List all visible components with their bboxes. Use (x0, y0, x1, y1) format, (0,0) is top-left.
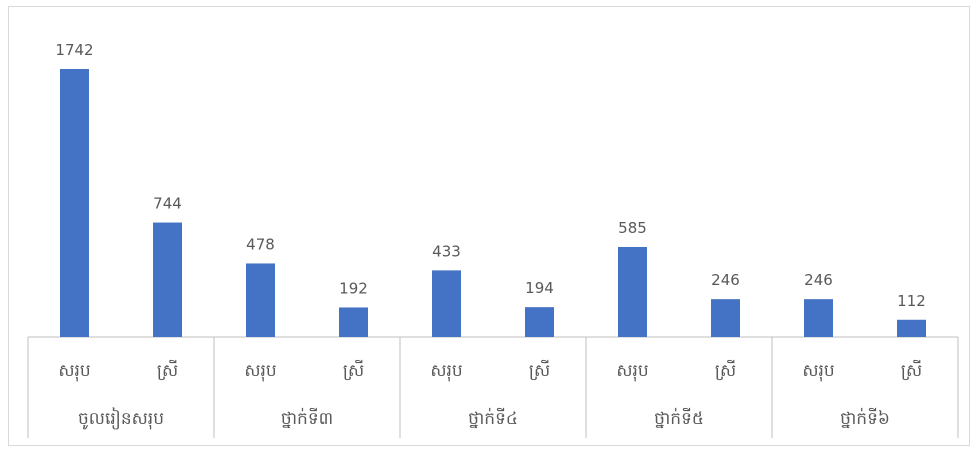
group-tick-label: ថ្នាក់ទី៥ (654, 407, 704, 429)
bar (246, 263, 275, 337)
group-tick-label: ចូលរៀនសរុប (78, 407, 164, 430)
data-label: 246 (711, 271, 740, 289)
data-label: 744 (153, 195, 182, 213)
group-tick-label: ថ្នាក់ទី៤ (468, 407, 518, 429)
data-label: 192 (339, 279, 368, 297)
category-tick-label: ស្រី (343, 359, 364, 381)
group-tick-label: ថ្នាក់ទី៣ (281, 407, 333, 429)
bar (153, 222, 182, 337)
data-label: 112 (897, 292, 926, 310)
bar (897, 319, 926, 337)
category-tick-label: សរុប (802, 361, 834, 382)
bar (618, 247, 647, 337)
category-tick-label: សរុប (58, 361, 90, 382)
category-tick-label: ស្រី (157, 359, 178, 381)
data-label: 585 (618, 219, 647, 237)
bar (339, 307, 368, 337)
data-label: 1742 (55, 41, 93, 59)
category-tick-label: សរុប (244, 361, 276, 382)
bar (711, 299, 740, 337)
chart-frame (8, 6, 970, 446)
bar (525, 307, 554, 337)
category-tick-label: សរុប (616, 361, 648, 382)
category-tick-label: ស្រី (529, 359, 550, 381)
category-tick-label: ស្រី (715, 359, 736, 381)
group-tick-label: ថ្នាក់ទី៦ (840, 407, 890, 429)
bar (804, 299, 833, 337)
category-tick-label: ស្រី (901, 359, 922, 381)
bar (60, 69, 89, 337)
data-label: 478 (246, 235, 275, 253)
data-label: 433 (432, 242, 461, 260)
data-label: 246 (804, 271, 833, 289)
bar (432, 270, 461, 337)
data-label: 194 (525, 279, 554, 297)
category-tick-label: សរុប (430, 361, 462, 382)
